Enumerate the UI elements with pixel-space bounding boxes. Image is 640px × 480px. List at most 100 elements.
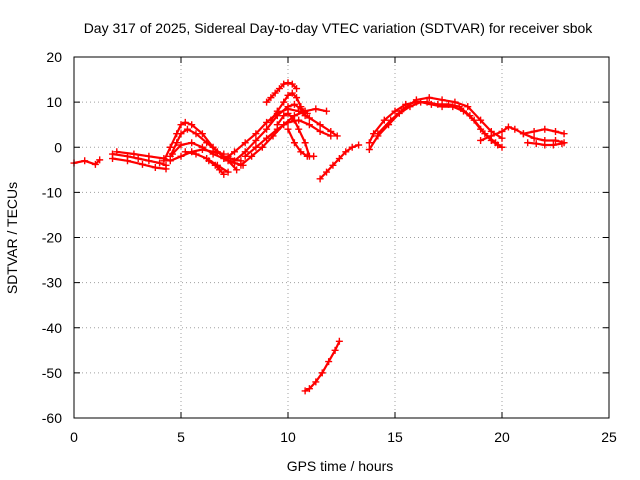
data-point [267,94,275,102]
data-point [464,103,472,111]
data-point [301,112,309,120]
data-point [323,168,331,176]
data-point [316,121,324,129]
series-track [207,159,225,176]
x-tick-label: 0 [70,429,78,445]
data-point [295,125,303,133]
data-point [293,85,301,93]
data-point [449,103,457,111]
series-track-9 [205,157,228,178]
data-point [284,125,292,133]
data-point [329,161,337,169]
series-track-1 [70,156,104,168]
data-point [263,134,271,142]
series-track-18 [316,141,363,183]
data-point [504,123,512,131]
data-point [252,136,260,144]
data-point [233,166,241,174]
data-point [177,141,185,149]
data-point [183,125,191,133]
data-point [530,127,538,135]
data-point [284,91,292,99]
data-point [316,127,324,135]
data-point [323,107,331,115]
series-track-19 [301,337,343,395]
data-point [145,152,153,160]
data-point [400,105,408,113]
data-point [109,155,117,163]
data-point [305,121,313,129]
data-point [213,148,221,156]
data-point [312,105,320,113]
data-point [312,378,320,386]
data-point [151,164,159,172]
series-track-16 [273,109,313,160]
series-track-17 [284,125,318,160]
data-point [498,127,506,135]
data-point [173,139,181,147]
data-point [168,150,176,158]
y-tick-label: 20 [46,49,62,65]
data-point [325,358,333,366]
data-point [481,130,489,138]
data-point [177,130,185,138]
data-point [301,387,309,395]
data-point [342,148,350,156]
series-track [304,340,341,392]
data-point [498,134,506,142]
data-point [297,103,305,111]
data-point [365,139,373,147]
data-point [211,161,219,169]
data-point [387,116,395,124]
data-point [138,160,146,168]
chart-title: Day 317 of 2025, Sidereal Day-to-day VTE… [84,20,594,36]
data-point [198,143,206,151]
x-tick-label: 20 [494,429,510,445]
data-point [181,118,189,126]
data-point [263,118,271,126]
data-point [438,103,446,111]
y-tick-label: 10 [46,94,62,110]
data-point [293,94,301,102]
data-point [263,98,271,106]
data-point [487,132,495,140]
data-point [297,148,305,156]
data-point [492,139,500,147]
tick-layer: 0 5 10 15 20 25 -60 -50 -40 -30 -20 -10 0 10 20 [42,49,617,445]
data-point [532,140,540,148]
y-tick-label: -30 [42,275,62,291]
data-point [335,337,343,345]
data-point [348,143,356,151]
data-point [192,130,200,138]
data-point [134,155,142,163]
data-point [263,125,271,133]
data-point [160,157,168,165]
data-point [237,161,245,169]
data-point [220,155,228,163]
x-tick-label: 5 [177,429,185,445]
data-layer [70,79,568,395]
data-point [327,132,335,140]
x-tick-label: 25 [601,429,617,445]
y-tick-label: -40 [42,320,62,336]
data-point [459,107,467,115]
data-point [258,143,266,151]
data-point [280,98,288,106]
data-point [560,130,568,138]
series-track-15 [267,89,309,124]
data-point [477,136,485,144]
data-point [252,130,260,138]
data-point [380,116,388,124]
data-point [549,141,557,149]
data-point [318,369,326,377]
data-point [530,134,538,142]
data-point [224,152,232,160]
data-point [316,175,324,183]
data-point [310,152,318,160]
data-point [231,157,238,165]
data-point [290,139,298,147]
data-point [552,127,559,135]
data-point [524,139,532,147]
data-point [284,109,292,117]
